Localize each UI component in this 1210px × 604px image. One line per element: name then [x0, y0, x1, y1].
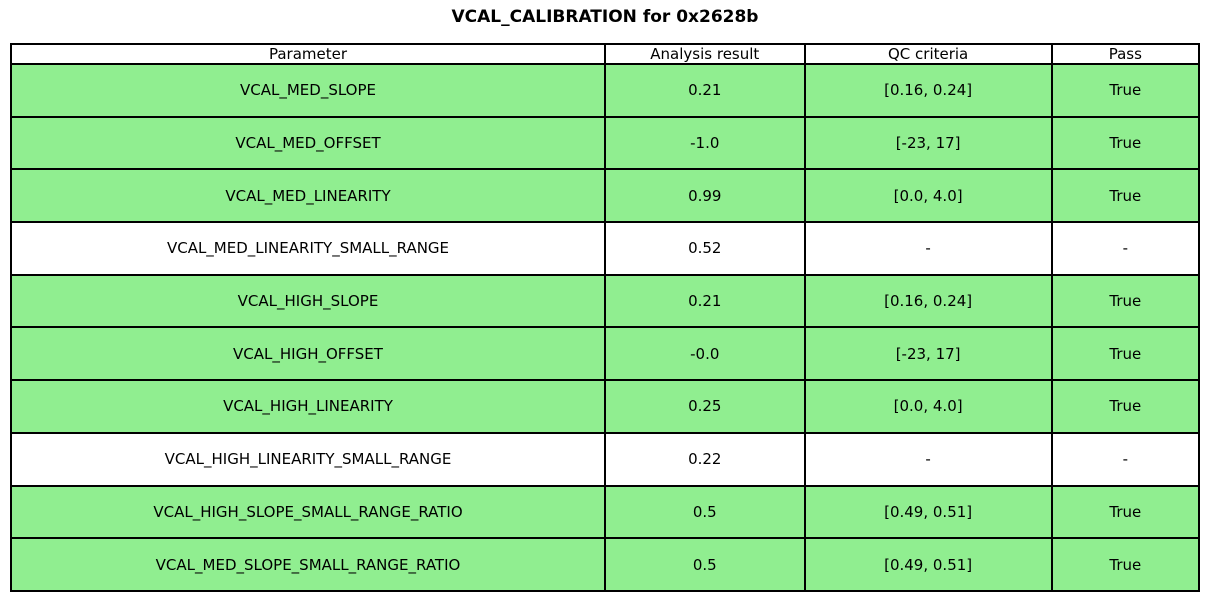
cell-parameter: VCAL_MED_SLOPE_SMALL_RANGE_RATIO [10, 537, 606, 592]
cell-analysis-result: 0.21 [604, 273, 806, 329]
cell-qc-criteria: [0.16, 0.24] [803, 63, 1053, 118]
table-row: VCAL_MED_SLOPE 0.21 [0.16, 0.24] True [10, 63, 1201, 118]
cell-pass: - [1050, 431, 1201, 487]
cell-analysis-result: 0.22 [604, 431, 806, 487]
table-row: VCAL_MED_LINEARITY 0.99 [0.0, 4.0] True [10, 168, 1201, 224]
cell-qc-criteria: [0.0, 4.0] [803, 379, 1053, 434]
cell-pass: True [1050, 115, 1201, 171]
column-header-analysis-result: Analysis result [604, 43, 806, 65]
cell-pass: True [1050, 273, 1201, 329]
cell-parameter: VCAL_MED_SLOPE [10, 63, 606, 118]
table-row: VCAL_MED_LINEARITY_SMALL_RANGE 0.52 - - [10, 221, 1201, 276]
table-row: VCAL_HIGH_SLOPE 0.21 [0.16, 0.24] True [10, 273, 1201, 329]
cell-qc-criteria: [0.0, 4.0] [803, 168, 1053, 224]
cell-qc-criteria: - [803, 431, 1053, 487]
cell-parameter: VCAL_HIGH_LINEARITY_SMALL_RANGE [10, 431, 606, 487]
table-row: VCAL_HIGH_LINEARITY_SMALL_RANGE 0.22 - - [10, 431, 1201, 487]
cell-qc-criteria: [0.49, 0.51] [803, 484, 1053, 540]
cell-pass: True [1050, 168, 1201, 224]
cell-qc-criteria: [0.16, 0.24] [803, 273, 1053, 329]
cell-analysis-result: -1.0 [604, 115, 806, 171]
table-row: VCAL_HIGH_LINEARITY 0.25 [0.0, 4.0] True [10, 379, 1201, 434]
cell-qc-criteria: [0.49, 0.51] [803, 537, 1053, 592]
cell-analysis-result: 0.5 [604, 537, 806, 592]
cell-parameter: VCAL_HIGH_SLOPE [10, 273, 606, 329]
cell-analysis-result: 0.99 [604, 168, 806, 224]
cell-pass: True [1050, 537, 1201, 592]
page-title: VCAL_CALIBRATION for 0x2628b [451, 7, 759, 27]
cell-pass: True [1050, 326, 1201, 382]
cell-parameter: VCAL_MED_LINEARITY_SMALL_RANGE [10, 221, 606, 276]
qc-results-table: Parameter Analysis result QC criteria Pa… [10, 43, 1201, 592]
cell-analysis-result: 0.25 [604, 379, 806, 434]
cell-qc-criteria: [-23, 17] [803, 326, 1053, 382]
cell-parameter: VCAL_HIGH_SLOPE_SMALL_RANGE_RATIO [10, 484, 606, 540]
column-header-qc-criteria: QC criteria [803, 43, 1053, 65]
cell-parameter: VCAL_HIGH_OFFSET [10, 326, 606, 382]
table-row: VCAL_HIGH_OFFSET -0.0 [-23, 17] True [10, 326, 1201, 382]
cell-pass: True [1050, 379, 1201, 434]
cell-qc-criteria: - [803, 221, 1053, 276]
cell-parameter: VCAL_MED_LINEARITY [10, 168, 606, 224]
column-header-parameter: Parameter [10, 43, 606, 65]
cell-analysis-result: 0.52 [604, 221, 806, 276]
cell-analysis-result: 0.21 [604, 63, 806, 118]
table-row: VCAL_MED_SLOPE_SMALL_RANGE_RATIO 0.5 [0.… [10, 537, 1201, 592]
column-header-pass: Pass [1050, 43, 1201, 65]
table-row: VCAL_HIGH_SLOPE_SMALL_RANGE_RATIO 0.5 [0… [10, 484, 1201, 540]
cell-parameter: VCAL_MED_OFFSET [10, 115, 606, 171]
cell-parameter: VCAL_HIGH_LINEARITY [10, 379, 606, 434]
cell-pass: True [1050, 63, 1201, 118]
cell-pass: True [1050, 484, 1201, 540]
table-header-row: Parameter Analysis result QC criteria Pa… [10, 43, 1201, 65]
table-row: VCAL_MED_OFFSET -1.0 [-23, 17] True [10, 115, 1201, 171]
cell-pass: - [1050, 221, 1201, 276]
cell-qc-criteria: [-23, 17] [803, 115, 1053, 171]
cell-analysis-result: 0.5 [604, 484, 806, 540]
cell-analysis-result: -0.0 [604, 326, 806, 382]
